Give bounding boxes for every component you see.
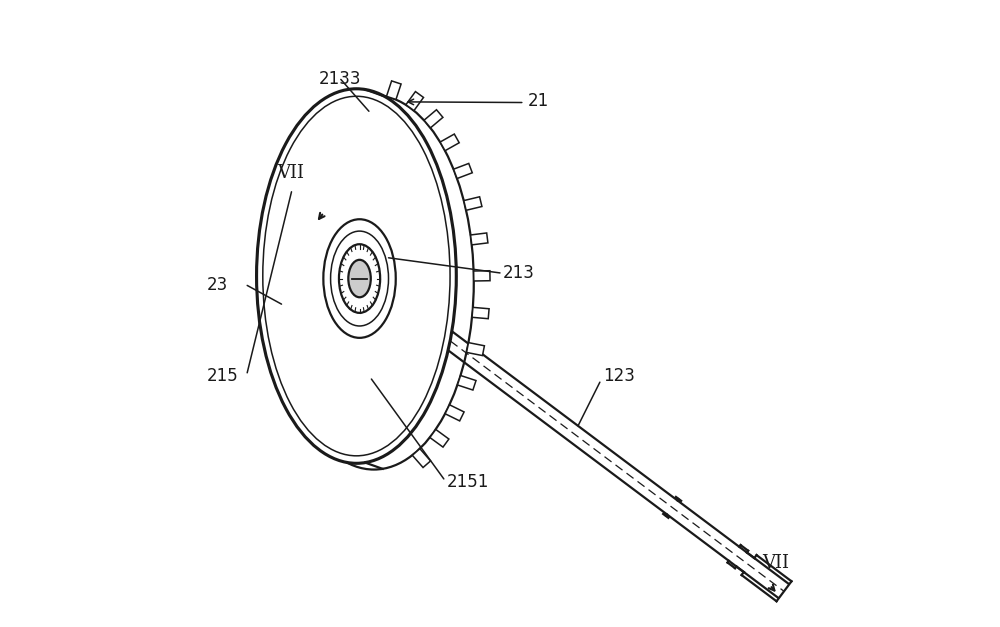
- Ellipse shape: [348, 260, 371, 297]
- Polygon shape: [454, 164, 472, 179]
- Ellipse shape: [339, 244, 380, 313]
- Polygon shape: [467, 342, 484, 356]
- Text: 213: 213: [503, 264, 535, 282]
- Polygon shape: [430, 429, 449, 447]
- Text: 21: 21: [528, 92, 549, 110]
- Ellipse shape: [263, 97, 450, 456]
- Ellipse shape: [331, 231, 389, 326]
- Polygon shape: [406, 92, 424, 110]
- Text: 2151: 2151: [447, 473, 489, 491]
- Polygon shape: [387, 81, 401, 100]
- Text: 23: 23: [207, 277, 228, 295]
- Text: 215: 215: [207, 367, 238, 385]
- Polygon shape: [440, 134, 459, 150]
- Polygon shape: [412, 449, 431, 468]
- Text: 123: 123: [603, 367, 635, 385]
- Polygon shape: [472, 307, 489, 319]
- Polygon shape: [474, 271, 490, 281]
- Polygon shape: [464, 197, 482, 210]
- Polygon shape: [457, 376, 476, 390]
- Polygon shape: [424, 110, 443, 128]
- Polygon shape: [445, 405, 464, 421]
- Polygon shape: [471, 233, 488, 245]
- Text: 2133: 2133: [319, 70, 361, 88]
- Ellipse shape: [257, 89, 456, 463]
- Ellipse shape: [323, 219, 396, 338]
- Text: VII: VII: [762, 554, 789, 572]
- Text: VII: VII: [277, 164, 304, 182]
